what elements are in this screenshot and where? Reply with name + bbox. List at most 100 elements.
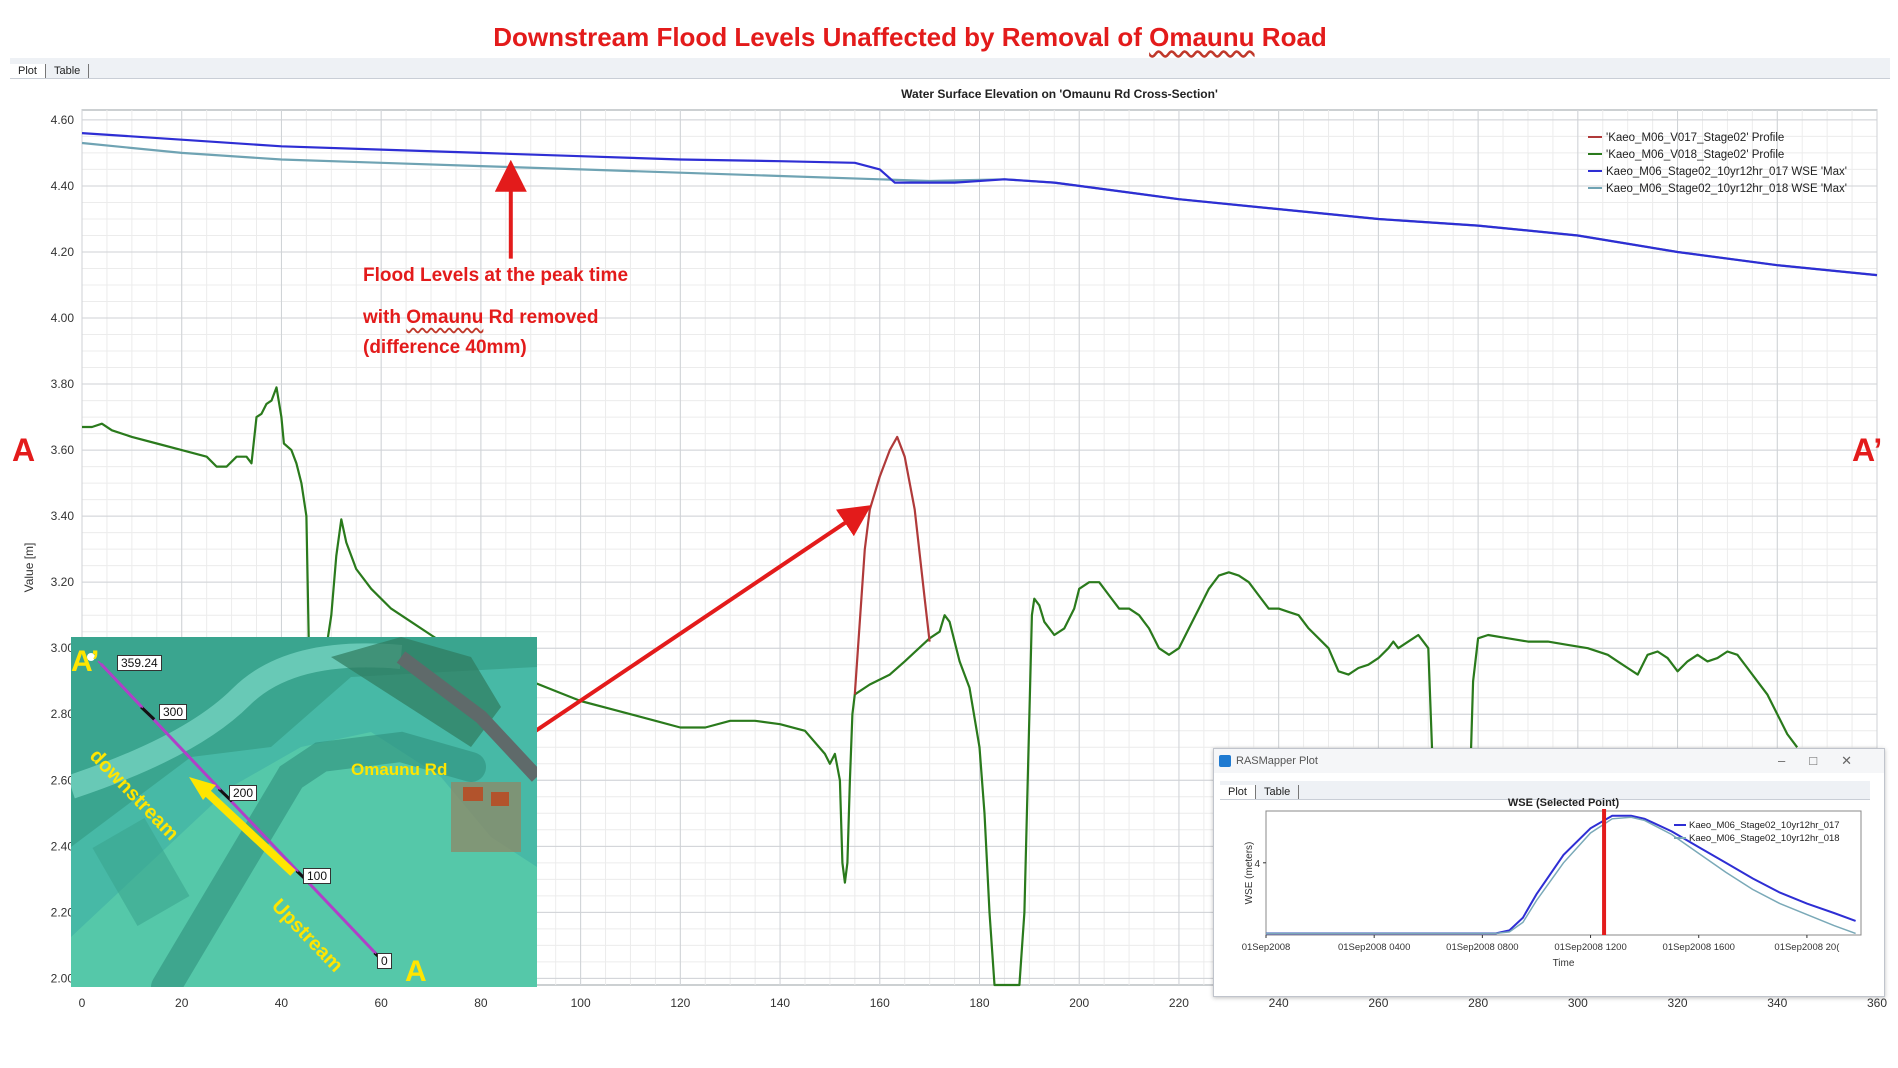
y-axis-label: Value [m] <box>22 543 36 593</box>
chainage-tick <box>159 726 167 733</box>
chainage-tick <box>128 693 136 701</box>
chainage-tick <box>140 705 156 721</box>
chainage-tick <box>268 840 276 848</box>
chainage-tick <box>206 775 214 783</box>
mini-x-tick-label: 01Sep2008 0800 <box>1446 942 1518 953</box>
banner-title: Downstream Flood Levels Unaffected by Re… <box>0 22 1820 53</box>
inset-tick-359: 359.24 <box>117 655 162 671</box>
inset-road-label: Omaunu Rd <box>351 760 448 779</box>
y-tick-label: 2.80 <box>51 707 75 721</box>
mini-chart: WSE (Selected Point) Time WSE (meters) 4 01S… <box>1242 797 1862 969</box>
close-icon[interactable]: ✕ <box>1841 753 1876 768</box>
mini-x-tick-label: 01Sep2008 0400 <box>1338 942 1410 953</box>
y-tick-label: 4.00 <box>51 311 75 325</box>
mini-chart-title: WSE (Selected Point) <box>1508 797 1620 809</box>
annotation-line1: Flood Levels at the peak time <box>363 265 629 286</box>
mini-title-bar: RASMapper Plot –□✕ <box>1214 749 1884 773</box>
mini-x-tick-label: 01Sep2008 <box>1242 942 1291 953</box>
banner-post: Road <box>1254 22 1327 52</box>
minimize-icon[interactable]: – <box>1778 753 1810 768</box>
mini-y-axis-label: WSE (meters) <box>1244 842 1255 905</box>
chainage-tick <box>338 914 346 922</box>
tab-plot[interactable]: Plot <box>10 64 46 78</box>
mini-tab-plot[interactable]: Plot <box>1220 785 1256 799</box>
chainage-tick <box>346 922 354 930</box>
aerial-map-drawing <box>71 637 537 987</box>
inset-label-a: A <box>405 955 427 987</box>
chainage-tick <box>175 742 183 750</box>
chainage-tick <box>136 701 144 709</box>
x-tick-label: 0 <box>79 996 86 1010</box>
chainage-tick <box>276 849 284 856</box>
chainage-tick <box>323 898 330 905</box>
direction-arrowhead <box>189 777 216 800</box>
label-a: A <box>12 432 36 468</box>
chainage-tick <box>260 832 268 840</box>
chainage-tick <box>237 808 245 815</box>
chainage-tick <box>113 677 120 684</box>
x-tick-label: 340 <box>1767 996 1787 1010</box>
series-line-2 <box>81 132 1878 277</box>
chainage-tick <box>167 734 175 742</box>
chainage-tick <box>330 906 338 914</box>
y-tick-label: 3.20 <box>51 575 75 589</box>
mini-tab-table[interactable]: Table <box>1256 785 1300 799</box>
inset-tick-200: 200 <box>229 785 258 801</box>
annotation-line3: (difference 40mm) <box>363 337 527 358</box>
x-tick-label: 280 <box>1468 996 1488 1010</box>
y-tick-label: 2.40 <box>51 839 75 853</box>
y-tick-label: 3.80 <box>51 377 75 391</box>
y-tick-label: 2.20 <box>51 905 75 919</box>
app-icon <box>1219 755 1231 767</box>
inset-label-a-prime: A’ <box>71 645 100 678</box>
y-tick-label: 2.00 <box>51 971 75 985</box>
mini-y-tick-label: 4 <box>1254 859 1260 870</box>
y-tick-label: 4.60 <box>51 113 75 127</box>
x-tick-label: 140 <box>770 996 790 1010</box>
maximize-icon[interactable]: □ <box>1809 753 1842 768</box>
legend-entry: 'Kaeo_M06_V018_Stage02' Profile <box>1606 149 1784 161</box>
x-tick-label: 60 <box>374 996 388 1010</box>
chainage-tick <box>105 668 113 676</box>
window-controls: –□✕ <box>1778 749 1876 773</box>
mini-x-tick-label: 01Sep2008 1200 <box>1554 942 1626 953</box>
mini-plot-area <box>1265 810 1862 936</box>
mini-x-tick-label: 01Sep2008 1600 <box>1663 942 1735 953</box>
x-tick-label: 80 <box>474 996 488 1010</box>
x-tick-label: 240 <box>1269 996 1289 1010</box>
label-a-prime: A’ <box>1852 432 1883 468</box>
banner-pre: Downstream Flood Levels Unaffected by Re… <box>493 22 1150 52</box>
chainage-tick <box>315 890 323 897</box>
inset-tick-0: 0 <box>377 953 392 969</box>
chainage-tick <box>292 865 299 873</box>
chainage-tick <box>284 857 292 864</box>
tab-table[interactable]: Table <box>46 64 90 78</box>
inset-marker-dot <box>87 653 95 661</box>
banner-road: Omaunu <box>1149 22 1255 52</box>
mini-window-title: RASMapper Plot <box>1236 755 1318 767</box>
inset-tick-100: 100 <box>303 868 332 884</box>
x-tick-label: 120 <box>670 996 690 1010</box>
x-tick-label: 20 <box>175 996 189 1010</box>
chainage-tick <box>183 750 190 758</box>
chainage-tick <box>245 816 253 823</box>
inset-tick-300: 300 <box>159 704 188 720</box>
x-tick-label: 220 <box>1169 996 1189 1010</box>
mini-legend-entry: Kaeo_M06_Stage02_10yr12hr_018 <box>1689 833 1840 844</box>
chart-title: Water Surface Elevation on 'Omaunu Rd Cr… <box>901 87 1218 101</box>
legend-entry: 'Kaeo_M06_V017_Stage02' Profile <box>1606 132 1784 144</box>
mini-tab-bar: Plot Table <box>1220 781 1870 800</box>
y-tick-label: 3.60 <box>51 443 75 457</box>
chainage-tick <box>120 685 128 692</box>
y-tick-label: 4.20 <box>51 245 75 259</box>
mini-series-line-1 <box>1266 816 1856 935</box>
rasmapper-plot-window: RASMapper Plot –□✕ Plot Table WSE (Selec… <box>1213 748 1885 997</box>
direction-arrow-shaft <box>198 784 296 876</box>
chainage-tick <box>198 767 206 774</box>
chainage-tick <box>369 947 377 955</box>
flood-annotation: Flood Levels at the peak time with Omaun… <box>363 255 628 369</box>
main-tab-bar: Plot Table <box>10 58 1890 79</box>
cross-section-line-overlay <box>87 653 389 967</box>
x-tick-label: 260 <box>1368 996 1388 1010</box>
chainage-tick <box>190 759 198 766</box>
